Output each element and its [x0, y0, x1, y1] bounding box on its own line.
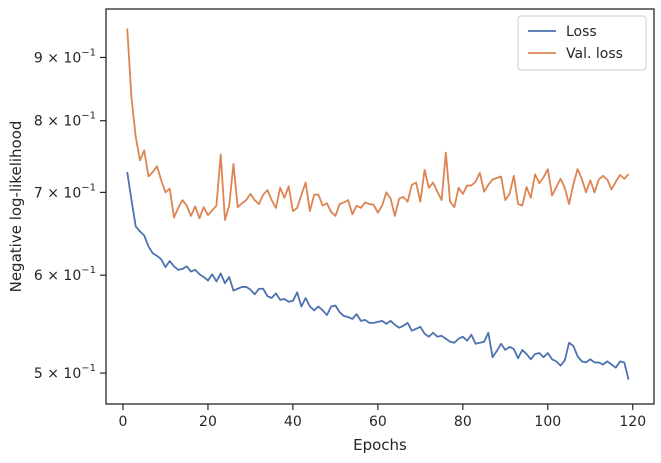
y-tick-exponent: −1	[81, 363, 96, 374]
legend-label: Val. loss	[566, 46, 623, 62]
y-tick-base: 8	[34, 114, 43, 130]
x-tick-label: 80	[454, 414, 472, 430]
y-tick-exponent: −1	[81, 182, 96, 193]
plot-frame	[105, 8, 655, 405]
series-line-val-loss	[126, 28, 630, 221]
y-tick-exponent: −1	[81, 265, 96, 276]
y-tick-label: 8 × 10−1	[34, 111, 96, 130]
plot-lines	[126, 28, 630, 380]
x-tick-label: 20	[199, 414, 217, 430]
series-line-loss	[126, 171, 630, 380]
x-axis-ticks: 0 20 40 60 80 100 120	[119, 404, 646, 430]
legend-box	[517, 15, 647, 71]
x-axis-label: Epochs	[353, 436, 407, 454]
y-tick-exponent: −1	[81, 47, 96, 58]
legend: Loss Val. loss	[517, 15, 647, 71]
y-tick-label: 5 × 10−1	[34, 363, 96, 382]
y-tick-mid: × 10	[43, 50, 81, 66]
y-tick-base: 9	[34, 50, 43, 66]
y-tick-base: 5	[34, 366, 43, 382]
y-axis-ticks: 5 × 10−16 × 10−17 × 10−18 × 10−19 × 10−1	[34, 47, 106, 382]
axes-frame	[105, 8, 655, 405]
y-tick-label: 6 × 10−1	[34, 265, 96, 284]
y-tick-base: 7	[34, 185, 43, 201]
y-tick-label: 7 × 10−1	[34, 182, 96, 201]
y-tick-mid: × 10	[43, 185, 81, 201]
y-axis-label: Negative log-likelihood	[7, 121, 25, 293]
legend-label: Loss	[566, 24, 597, 40]
y-tick-mid: × 10	[43, 268, 81, 284]
y-tick-exponent: −1	[81, 111, 96, 122]
x-tick-label: 60	[369, 414, 387, 430]
y-tick-base: 6	[34, 268, 43, 284]
x-tick-label: 40	[284, 414, 302, 430]
x-tick-label: 120	[619, 414, 646, 430]
y-tick-mid: × 10	[43, 366, 81, 382]
x-tick-label: 0	[119, 414, 128, 430]
y-tick-mid: × 10	[43, 114, 81, 130]
x-tick-label: 100	[534, 414, 561, 430]
y-tick-label: 9 × 10−1	[34, 47, 96, 66]
